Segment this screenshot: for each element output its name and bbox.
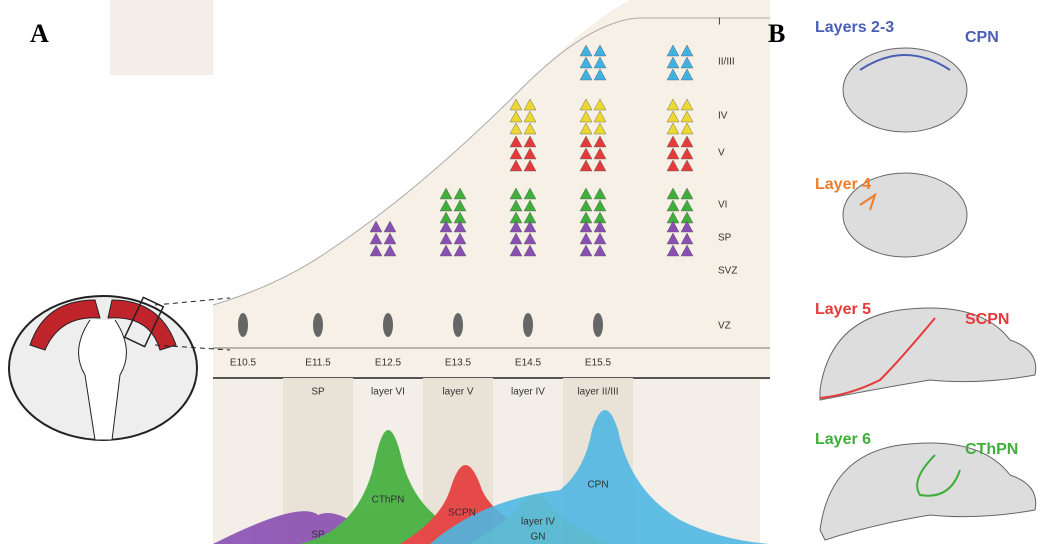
age-label: E14.5 <box>515 358 542 369</box>
age-label: E13.5 <box>445 358 472 369</box>
brain-cpn <box>843 48 967 132</box>
progenitor <box>523 313 533 337</box>
birth-layer: layer VI <box>371 387 405 398</box>
row-layer: Layer 6 <box>815 431 871 448</box>
layer-label: SVZ <box>718 266 737 277</box>
panel-label: A <box>30 19 49 48</box>
age-label: E12.5 <box>375 358 402 369</box>
row-layer: Layers 2-3 <box>815 19 894 36</box>
layer-label: VI <box>718 200 727 211</box>
layer-label: VZ <box>718 321 731 332</box>
row-neuron: CThPN <box>965 441 1018 458</box>
panel-label: B <box>768 19 785 48</box>
figure: A B layer IV I II/III IV V VI SP SVZ VZ E10.5 E11… <box>0 0 1046 544</box>
label-a-bg <box>0 0 110 75</box>
layer-label: IV <box>718 111 728 122</box>
row-neuron: SCPN <box>965 311 1009 328</box>
row-layer: Layer 4 <box>815 176 871 193</box>
layer-label: I <box>718 17 721 28</box>
birth-layer: layer V <box>442 387 473 398</box>
progenitor <box>453 313 463 337</box>
population-label: SP <box>311 530 325 541</box>
layer-label: V <box>718 148 725 159</box>
age-label: E10.5 <box>230 358 257 369</box>
row-neuron: CPN <box>965 29 999 46</box>
row-layer: Layer 5 <box>815 301 871 318</box>
birth-layer: layer II/III <box>577 387 618 398</box>
birth-layer: SP <box>311 387 325 398</box>
layer-label: SP <box>718 233 732 244</box>
age-label: E11.5 <box>305 358 331 369</box>
progenitor <box>593 313 603 337</box>
layer-label: II/III <box>718 57 735 68</box>
population-label: SCPN <box>448 508 476 519</box>
age-label: E15.5 <box>585 358 612 369</box>
population-label: GN <box>531 532 546 543</box>
population-label: CPN <box>587 480 608 491</box>
coronal-brain <box>843 48 967 132</box>
progenitor <box>238 313 248 337</box>
population-label: CThPN <box>372 495 405 506</box>
population-label: layer IV <box>521 517 555 528</box>
birth-layer: layer IV <box>511 387 545 398</box>
progenitor <box>313 313 323 337</box>
progenitor <box>383 313 393 337</box>
